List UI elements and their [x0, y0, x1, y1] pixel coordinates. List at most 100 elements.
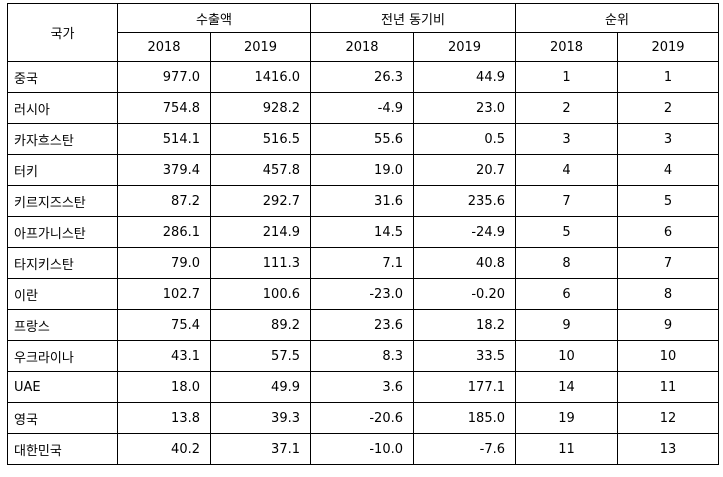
table-cell: 4: [515, 154, 618, 186]
table-row: 이란 102.7 100.6 -23.0 -0.20 6 8: [7, 278, 719, 310]
table-cell: 49.9: [210, 371, 311, 403]
table-cell: -24.9: [413, 216, 516, 248]
table-cell: 2019: [210, 32, 311, 62]
table-cell: UAE: [7, 371, 118, 403]
table-cell: 7: [617, 247, 719, 279]
table-cell: 14: [515, 371, 618, 403]
table-cell: 8: [515, 247, 618, 279]
table-cell: 2: [515, 92, 618, 124]
table-cell: 우크라이나: [7, 340, 118, 372]
table-cell: -0.20: [413, 278, 516, 310]
table-cell: 순위: [515, 3, 719, 33]
table-cell: 185.0: [413, 402, 516, 434]
table-row: UAE 18.0 49.9 3.6 177.1 14 11: [7, 371, 719, 403]
table-cell: 1: [617, 61, 719, 93]
table-row: 프랑스 75.4 89.2 23.6 18.2 9 9: [7, 309, 719, 341]
table-cell: 33.5: [413, 340, 516, 372]
table-cell: 19: [515, 402, 618, 434]
table-cell: 235.6: [413, 185, 516, 217]
table-cell: 100.6: [210, 278, 311, 310]
table-row: 키르지즈스탄 87.2 292.7 31.6 235.6 7 5: [7, 185, 719, 217]
table-cell: 7: [515, 185, 618, 217]
table-cell: 1: [515, 61, 618, 93]
table-cell: 37.1: [210, 433, 311, 465]
table-cell: 10: [617, 340, 719, 372]
table-cell: 754.8: [117, 92, 211, 124]
table-cell: 13.8: [117, 402, 211, 434]
table-cell: 키르지즈스탄: [7, 185, 118, 217]
table-cell: 87.2: [117, 185, 211, 217]
table-cell: 2019: [413, 32, 516, 62]
table-cell: 14.5: [310, 216, 414, 248]
table-cell: 57.5: [210, 340, 311, 372]
table-cell: 영국: [7, 402, 118, 434]
table-row: 아프가니스탄 286.1 214.9 14.5 -24.9 5 6: [7, 216, 719, 248]
table-cell: 55.6: [310, 123, 414, 155]
table-cell: 타지키스탄: [7, 247, 118, 279]
table-cell: 177.1: [413, 371, 516, 403]
table-cell: 프랑스: [7, 309, 118, 341]
table-cell: 국가: [7, 3, 118, 62]
table-cell: 3: [617, 123, 719, 155]
table-cell: 286.1: [117, 216, 211, 248]
table-cell: 5: [515, 216, 618, 248]
table-row: 카자흐스탄 514.1 516.5 55.6 0.5 3 3: [7, 123, 719, 155]
table-cell: 19.0: [310, 154, 414, 186]
table-cell: 수출액: [117, 3, 311, 33]
table-cell: 전년 동기비: [310, 3, 516, 33]
table-cell: 13: [617, 433, 719, 465]
table-row: 러시아 754.8 928.2 -4.9 23.0 2 2: [7, 92, 719, 124]
table-cell: 26.3: [310, 61, 414, 93]
table-cell: 43.1: [117, 340, 211, 372]
table-cell: -7.6: [413, 433, 516, 465]
data-table: 국가 수출액 전년 동기비 순위 2018 2019 2018 2019 2018 2019 중국 9…: [7, 3, 719, 465]
table-cell: 31.6: [310, 185, 414, 217]
table-row: 터키 379.4 457.8 19.0 20.7 4 4: [7, 154, 719, 186]
table-cell: 8.3: [310, 340, 414, 372]
table-cell: 379.4: [117, 154, 211, 186]
table-cell: 39.3: [210, 402, 311, 434]
table-cell: -23.0: [310, 278, 414, 310]
table-cell: 터키: [7, 154, 118, 186]
table-cell: 44.9: [413, 61, 516, 93]
table-cell: 1416.0: [210, 61, 311, 93]
table-cell: 2: [617, 92, 719, 124]
table-row: 우크라이나 43.1 57.5 8.3 33.5 10 10: [7, 340, 719, 372]
table-cell: 75.4: [117, 309, 211, 341]
table-cell: 23.0: [413, 92, 516, 124]
table-cell: 40.8: [413, 247, 516, 279]
table-cell: 9: [617, 309, 719, 341]
table-cell: 아프가니스탄: [7, 216, 118, 248]
table-cell: 20.7: [413, 154, 516, 186]
table-cell: 977.0: [117, 61, 211, 93]
table-cell: 102.7: [117, 278, 211, 310]
table-cell: 79.0: [117, 247, 211, 279]
table-cell: -20.6: [310, 402, 414, 434]
table-cell: 214.9: [210, 216, 311, 248]
table-cell: 6: [617, 216, 719, 248]
table-row: 중국 977.0 1416.0 26.3 44.9 1 1: [7, 61, 719, 93]
table-cell: 2018: [117, 32, 211, 62]
table-cell: -10.0: [310, 433, 414, 465]
table-cell: 3: [515, 123, 618, 155]
table-cell: 516.5: [210, 123, 311, 155]
table-cell: 카자흐스탄: [7, 123, 118, 155]
table-row: 영국 13.8 39.3 -20.6 185.0 19 12: [7, 402, 719, 434]
table-cell: 3.6: [310, 371, 414, 403]
table-cell: 11: [515, 433, 618, 465]
table-cell: 0.5: [413, 123, 516, 155]
table-cell: 514.1: [117, 123, 211, 155]
table-cell: 10: [515, 340, 618, 372]
table-cell: 중국: [7, 61, 118, 93]
table-row: 대한민국 40.2 37.1 -10.0 -7.6 11 13: [7, 433, 719, 465]
table-cell: 2018: [515, 32, 618, 62]
table-cell: 5: [617, 185, 719, 217]
table-cell: 292.7: [210, 185, 311, 217]
table-cell: 7.1: [310, 247, 414, 279]
table-cell: 89.2: [210, 309, 311, 341]
table-cell: 러시아: [7, 92, 118, 124]
table-row: 국가 수출액 전년 동기비 순위: [7, 3, 719, 62]
table-cell: 23.6: [310, 309, 414, 341]
table-cell: 2019: [617, 32, 719, 62]
